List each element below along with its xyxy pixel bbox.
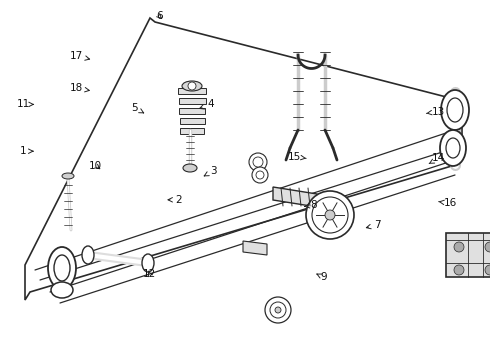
Circle shape bbox=[454, 242, 464, 252]
Circle shape bbox=[249, 153, 267, 171]
Text: 18: 18 bbox=[69, 83, 89, 93]
Polygon shape bbox=[179, 118, 204, 124]
Polygon shape bbox=[25, 18, 462, 300]
Text: 7: 7 bbox=[367, 220, 381, 230]
Text: 10: 10 bbox=[89, 161, 102, 171]
Polygon shape bbox=[178, 88, 206, 94]
Polygon shape bbox=[180, 128, 204, 134]
Text: 14: 14 bbox=[429, 153, 445, 163]
Polygon shape bbox=[273, 187, 317, 207]
Ellipse shape bbox=[82, 246, 94, 264]
Circle shape bbox=[265, 297, 291, 323]
Polygon shape bbox=[179, 108, 205, 114]
Ellipse shape bbox=[183, 164, 197, 172]
Text: 15: 15 bbox=[287, 152, 306, 162]
Circle shape bbox=[188, 82, 196, 90]
Text: 9: 9 bbox=[317, 272, 327, 282]
Circle shape bbox=[312, 197, 348, 233]
Circle shape bbox=[485, 265, 490, 275]
Circle shape bbox=[306, 191, 354, 239]
Circle shape bbox=[252, 167, 268, 183]
Ellipse shape bbox=[447, 98, 463, 122]
Circle shape bbox=[270, 302, 286, 318]
Ellipse shape bbox=[142, 254, 154, 272]
Circle shape bbox=[256, 171, 264, 179]
Text: 6: 6 bbox=[156, 11, 163, 21]
Circle shape bbox=[325, 210, 335, 220]
Ellipse shape bbox=[62, 173, 74, 179]
Ellipse shape bbox=[51, 282, 73, 298]
Circle shape bbox=[454, 265, 464, 275]
Text: 12: 12 bbox=[143, 269, 156, 279]
Text: 1: 1 bbox=[20, 146, 33, 156]
Text: 5: 5 bbox=[131, 103, 144, 113]
Circle shape bbox=[275, 307, 281, 313]
Circle shape bbox=[253, 157, 263, 167]
Ellipse shape bbox=[440, 130, 466, 166]
Text: 16: 16 bbox=[439, 198, 458, 208]
Text: 17: 17 bbox=[69, 51, 90, 61]
Text: 3: 3 bbox=[204, 166, 217, 176]
Polygon shape bbox=[178, 98, 205, 104]
Ellipse shape bbox=[54, 255, 70, 281]
Ellipse shape bbox=[446, 138, 460, 158]
Text: 13: 13 bbox=[426, 107, 445, 117]
Circle shape bbox=[485, 242, 490, 252]
Ellipse shape bbox=[441, 90, 469, 130]
Text: 8: 8 bbox=[305, 200, 317, 210]
Text: 2: 2 bbox=[168, 195, 182, 205]
Ellipse shape bbox=[48, 247, 76, 289]
Polygon shape bbox=[446, 233, 490, 277]
Text: 4: 4 bbox=[199, 99, 214, 109]
Polygon shape bbox=[243, 241, 267, 255]
Ellipse shape bbox=[182, 81, 202, 91]
Text: 11: 11 bbox=[17, 99, 33, 109]
